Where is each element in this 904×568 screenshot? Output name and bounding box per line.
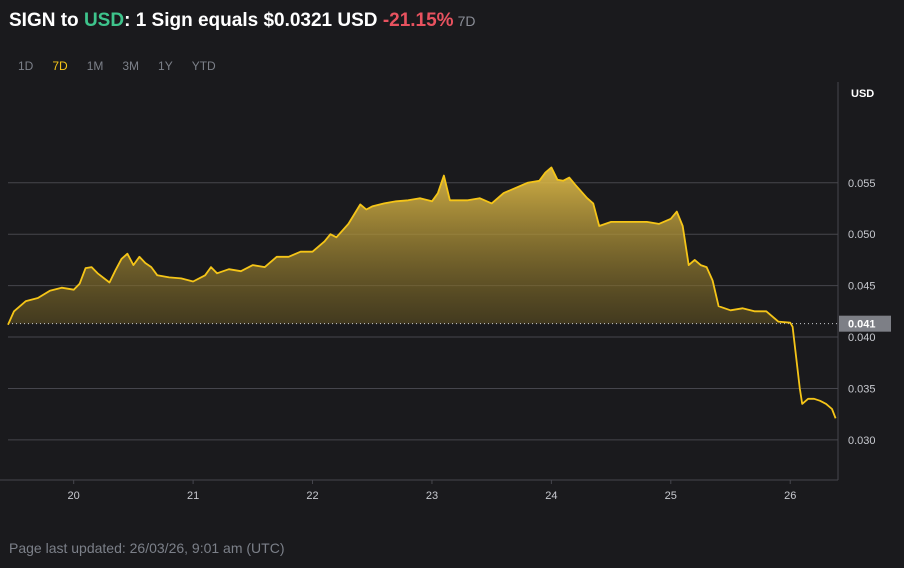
x-tick-label: 22 <box>306 490 318 502</box>
timeframe-tabs: 1D 7D 1M 3M 1Y YTD <box>18 59 235 73</box>
y-tick-label: 0.055 <box>848 178 876 190</box>
tab-1m[interactable]: 1M <box>86 59 104 73</box>
x-tick-label: 21 <box>187 490 199 502</box>
y-axis-unit-label: USD <box>851 88 874 100</box>
y-tick-label: 0.050 <box>848 229 876 241</box>
price-change: -21.15% <box>382 10 454 31</box>
reference-label-box <box>839 315 891 332</box>
x-tick-label: 24 <box>545 490 557 502</box>
tab-1y[interactable]: 1Y <box>158 59 173 73</box>
base-currency: SIGN <box>9 10 56 31</box>
price-series-line <box>7 166 837 419</box>
price-line <box>7 166 837 419</box>
tab-7d[interactable]: 7D <box>52 59 68 73</box>
reference-label: 0.041 <box>848 319 876 331</box>
y-axis: 0.030 0.035 0.040 0.045 0.050 0.055 USD <box>837 82 876 480</box>
y-tick-label: 0.045 <box>848 281 876 293</box>
title-colon: : <box>124 10 136 31</box>
change-period: 7D <box>457 13 476 29</box>
tab-1d[interactable]: 1D <box>18 59 34 73</box>
y-tick-label: 0.040 <box>848 332 876 344</box>
title-to: to <box>55 10 84 31</box>
price-area <box>8 167 791 324</box>
tab-3m[interactable]: 3M <box>122 59 140 73</box>
page-title: SIGN to USD: 1 Sign equals $0.0321 USD -… <box>9 10 476 32</box>
price-statement: 1 Sign equals $0.0321 USD <box>135 10 378 31</box>
x-tick-label: 25 <box>665 490 677 502</box>
x-axis: 20 21 22 23 24 25 26 <box>0 479 838 502</box>
y-tick-label: 0.030 <box>848 435 876 447</box>
tab-ytd[interactable]: YTD <box>191 59 216 73</box>
x-tick-label: 20 <box>68 490 80 502</box>
quote-currency: USD <box>83 10 125 31</box>
last-updated: Page last updated: 26/03/26, 9:01 am (UT… <box>9 540 285 556</box>
x-tick-label: 23 <box>426 490 438 502</box>
x-tick-label: 26 <box>784 490 796 502</box>
reference-line: 0.041 <box>8 315 891 332</box>
price-area-fill <box>8 167 791 324</box>
y-tick-label: 0.035 <box>848 383 876 395</box>
